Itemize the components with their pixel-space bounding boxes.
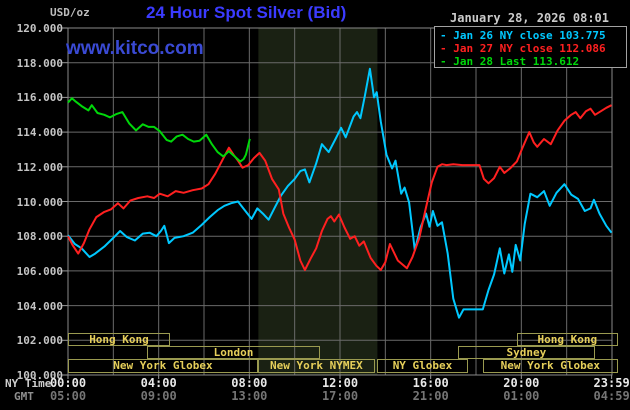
ny-time-row-label: NY Time [5, 377, 52, 390]
session-box-london: London [147, 346, 320, 359]
x-axis-label-gmt: 05:00 [49, 389, 87, 403]
price-line-jan-28 [67, 97, 251, 163]
x-axis-label-ny: 12:00 [321, 376, 359, 390]
x-axis-label-ny: 20:00 [503, 376, 540, 390]
y-axis-label: 110.000 [16, 195, 63, 209]
legend-item: - Jan 26 NY close 103.775 [440, 29, 606, 42]
session-box-sydney: Sydney [457, 346, 595, 359]
session-box-new-york-globex: New York Globex [68, 359, 258, 373]
legend-box: - Jan 26 NY close 103.775- Jan 27 NY clo… [434, 26, 627, 68]
y-axis-label: 102.000 [16, 334, 63, 348]
session-box-hong-kong: Hong Kong [516, 333, 618, 346]
y-axis-label: 100.000 [16, 369, 63, 382]
x-axis-label-ny: 00:00 [49, 376, 87, 390]
session-box-ny-globex: NY Globex [376, 359, 469, 373]
x-axis-label-gmt: 21:00 [412, 389, 449, 403]
chart-datetime: January 28, 2026 08:01 [450, 11, 609, 25]
session-box-hong-kong: Hong Kong [68, 333, 170, 346]
price-line-jan-26 [67, 67, 613, 319]
legend-item: - Jan 27 NY close 112.086 [440, 42, 606, 55]
gmt-row-label: GMT [14, 390, 34, 403]
y-axis-label: 116.000 [16, 91, 63, 105]
y-axis-label: 114.000 [16, 126, 63, 140]
session-box-new-york-globex: New York Globex [482, 359, 618, 373]
x-axis-label-gmt: 04:59 [593, 389, 630, 403]
session-box-new-york-nymex: New York NYMEX [257, 359, 375, 373]
x-axis-label-ny: 16:00 [412, 376, 449, 390]
legend-item: - Jan 28 Last 113.612 [440, 55, 580, 68]
y-axis-label: 106.000 [16, 264, 63, 278]
page-title: 24 Hour Spot Silver (Bid) [146, 3, 347, 22]
y-axis-label: 108.000 [16, 230, 63, 244]
y-axis-label: 104.000 [16, 299, 63, 313]
price-line-jan-27 [67, 104, 612, 271]
x-axis-label-ny: 04:00 [140, 376, 177, 390]
x-axis-label-gmt: 09:00 [140, 389, 177, 403]
x-axis-label-gmt: 13:00 [231, 389, 268, 403]
x-axis-label-ny: 23:59 [593, 376, 630, 390]
x-axis-label-gmt: 17:00 [321, 389, 359, 403]
y-axis-label: 112.000 [16, 160, 63, 174]
y-axis-label: 120.000 [16, 22, 63, 35]
unit-label: USD/oz [50, 6, 90, 19]
x-axis-label-gmt: 01:00 [503, 389, 540, 403]
y-axis-label: 118.000 [16, 56, 63, 70]
x-axis-label-ny: 08:00 [231, 376, 268, 390]
plot-frame [67, 27, 613, 376]
kitco-watermark: www.kitco.com [66, 38, 204, 59]
